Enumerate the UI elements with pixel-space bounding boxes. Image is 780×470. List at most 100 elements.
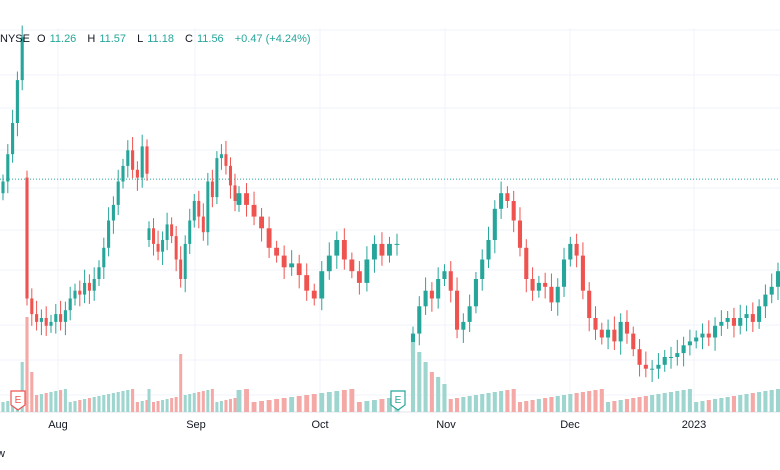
volume-bar	[371, 400, 377, 412]
volume-bar	[311, 394, 317, 412]
candle-body	[174, 236, 178, 260]
candle-body	[356, 271, 362, 283]
volume-bar	[102, 395, 106, 412]
volume-bar	[448, 399, 453, 412]
candle-body	[429, 290, 434, 299]
candle-body	[461, 321, 466, 330]
candle-body	[44, 318, 48, 326]
candle-body	[251, 204, 257, 217]
volume-bar	[131, 389, 135, 412]
candle-body	[289, 263, 295, 268]
volume-bar	[147, 389, 151, 412]
candle-body	[304, 275, 310, 291]
candle-body	[379, 243, 385, 256]
volume-bar	[165, 399, 169, 412]
volume-bar	[197, 392, 201, 412]
candle-body	[417, 306, 422, 334]
volume-bar	[233, 398, 237, 412]
candle-body	[394, 243, 400, 245]
volume-bar	[587, 391, 592, 412]
volume-bar	[568, 394, 573, 412]
candle-body	[83, 282, 87, 295]
volume-bar	[612, 401, 617, 412]
candle-body	[568, 243, 573, 260]
earnings-marker[interactable]: E	[10, 390, 26, 411]
volume-bar	[517, 402, 523, 412]
volume-bar	[63, 389, 67, 412]
candle-body	[738, 318, 743, 326]
volume-bar	[281, 398, 287, 412]
volume-bar	[334, 391, 340, 412]
candle-body	[326, 255, 332, 272]
volume-bar	[341, 390, 347, 412]
earnings-marker[interactable]: E	[390, 390, 406, 411]
candle-body	[593, 318, 598, 330]
volume-bar	[467, 396, 472, 412]
candle-body	[25, 177, 29, 299]
candle-body	[219, 154, 223, 159]
candle-body	[78, 290, 82, 295]
volume-bar	[700, 401, 705, 412]
volume-bar	[738, 395, 743, 412]
volume-bar	[116, 392, 120, 412]
candle-body	[530, 279, 535, 291]
volume-bar	[83, 399, 87, 412]
x-tick-label: Oct	[311, 419, 328, 431]
volume-bar	[775, 389, 780, 412]
candle-body	[210, 181, 214, 198]
volume-bar	[35, 395, 39, 412]
candle-body	[511, 201, 516, 221]
volume-bar	[39, 394, 43, 412]
volume-bar	[59, 390, 63, 412]
candle-body	[536, 282, 541, 291]
volume-bar	[170, 398, 174, 412]
candle-body	[30, 298, 34, 315]
candle-body	[687, 341, 692, 346]
high-value: H 11.57	[87, 33, 127, 45]
candle-body	[719, 321, 724, 326]
candle-body	[486, 240, 491, 260]
candle-body	[555, 286, 560, 303]
volume-bar	[631, 398, 636, 412]
volume-bar	[174, 397, 178, 412]
volume-bar	[442, 384, 447, 412]
volume-bar	[668, 392, 674, 412]
volume-bar	[188, 394, 192, 412]
candle-body	[650, 368, 655, 370]
footer-partial-text: w	[0, 448, 5, 460]
volume-bar	[549, 397, 554, 412]
candle-body	[233, 185, 237, 201]
volume-bar	[618, 400, 623, 412]
candle-body	[612, 329, 617, 342]
volume-bar	[135, 402, 139, 412]
volume-bar	[524, 401, 529, 412]
ohlc-header: NYSE O 11.26 H 11.57 L 11.18 C 11.56 +0.47 (…	[0, 33, 315, 45]
volume-bar	[624, 399, 630, 412]
candle-body	[364, 259, 370, 283]
volume-bar	[152, 402, 156, 412]
candle-body	[152, 228, 156, 244]
volume-bar	[111, 393, 115, 412]
candle-body	[455, 290, 460, 330]
candle-body	[188, 220, 192, 244]
volume-bar	[25, 317, 29, 412]
volume-bar	[296, 396, 302, 412]
volume-bar	[694, 402, 699, 412]
candle-body	[480, 259, 485, 279]
volume-bar	[492, 392, 497, 412]
candle-body	[111, 204, 115, 221]
volume-bar	[580, 392, 585, 412]
candle-body	[750, 314, 755, 322]
volume-bar	[140, 401, 144, 412]
volume-bar	[706, 400, 711, 412]
x-tick-label: 2023	[682, 419, 706, 431]
volume-bar	[505, 390, 510, 412]
candle-body	[244, 193, 249, 205]
candle-body	[775, 271, 780, 287]
candle-body	[561, 259, 567, 287]
candle-body	[274, 247, 280, 256]
volume-bar	[480, 394, 485, 412]
volume-bar	[681, 390, 686, 412]
volume-bar	[201, 391, 205, 412]
